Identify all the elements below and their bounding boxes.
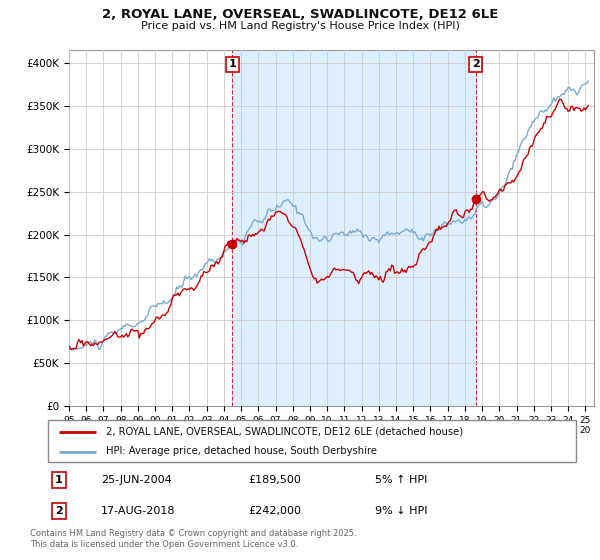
Text: 9% ↓ HPI: 9% ↓ HPI bbox=[376, 506, 428, 516]
Text: 2: 2 bbox=[55, 506, 62, 516]
Text: £189,500: £189,500 bbox=[248, 475, 302, 485]
Bar bbox=[232, 50, 476, 406]
Text: Contains HM Land Registry data © Crown copyright and database right 2025.
This d: Contains HM Land Registry data © Crown c… bbox=[30, 529, 356, 549]
Text: Price paid vs. HM Land Registry's House Price Index (HPI): Price paid vs. HM Land Registry's House … bbox=[140, 21, 460, 31]
Text: 5% ↑ HPI: 5% ↑ HPI bbox=[376, 475, 428, 485]
Text: 1: 1 bbox=[55, 475, 62, 485]
Text: 2, ROYAL LANE, OVERSEAL, SWADLINCOTE, DE12 6LE (detached house): 2, ROYAL LANE, OVERSEAL, SWADLINCOTE, DE… bbox=[106, 427, 463, 437]
Text: £242,000: £242,000 bbox=[248, 506, 302, 516]
Text: 2: 2 bbox=[472, 59, 479, 69]
Text: 17-AUG-2018: 17-AUG-2018 bbox=[101, 506, 175, 516]
Text: 25-JUN-2004: 25-JUN-2004 bbox=[101, 475, 172, 485]
Text: 1: 1 bbox=[229, 59, 236, 69]
Text: HPI: Average price, detached house, South Derbyshire: HPI: Average price, detached house, Sout… bbox=[106, 446, 377, 456]
FancyBboxPatch shape bbox=[48, 420, 576, 462]
Text: 2, ROYAL LANE, OVERSEAL, SWADLINCOTE, DE12 6LE: 2, ROYAL LANE, OVERSEAL, SWADLINCOTE, DE… bbox=[102, 8, 498, 21]
